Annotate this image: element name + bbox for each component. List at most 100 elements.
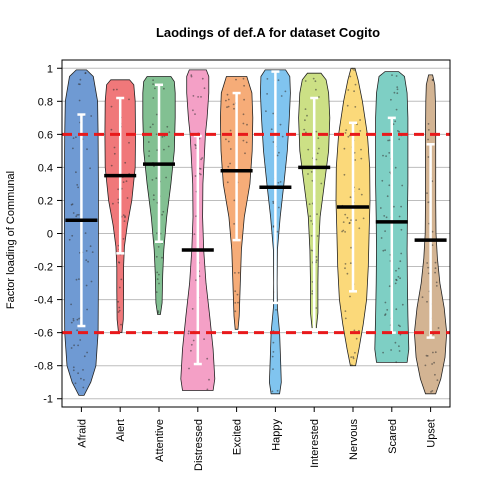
data-point bbox=[190, 349, 192, 352]
data-point bbox=[353, 329, 356, 332]
x-tick-label-alert: Alert bbox=[115, 419, 127, 442]
data-point bbox=[243, 98, 246, 101]
data-point bbox=[271, 355, 274, 358]
data-point bbox=[201, 77, 204, 80]
data-point bbox=[396, 86, 399, 88]
data-point bbox=[388, 139, 391, 142]
data-point bbox=[266, 93, 268, 95]
data-point bbox=[344, 267, 346, 270]
data-point bbox=[399, 333, 402, 336]
data-point bbox=[152, 194, 155, 197]
data-point bbox=[194, 113, 196, 115]
y-tick-label-4: -0.2 bbox=[34, 262, 53, 274]
data-point bbox=[148, 155, 150, 157]
data-point bbox=[122, 214, 125, 217]
reference-lines bbox=[62, 132, 450, 335]
data-point bbox=[344, 231, 346, 233]
y-tick-label-6: 0.2 bbox=[38, 195, 53, 207]
data-point bbox=[72, 369, 75, 372]
data-point bbox=[77, 186, 79, 189]
data-point bbox=[431, 390, 434, 392]
data-point bbox=[360, 157, 363, 160]
data-point bbox=[232, 103, 235, 106]
data-point bbox=[385, 216, 388, 219]
violin-alert bbox=[104, 79, 137, 333]
data-point bbox=[156, 278, 159, 280]
data-point bbox=[386, 195, 389, 198]
data-point bbox=[188, 367, 190, 370]
data-point bbox=[128, 98, 130, 101]
data-point bbox=[436, 379, 439, 382]
data-point bbox=[309, 215, 312, 218]
data-point bbox=[155, 113, 158, 116]
data-point bbox=[384, 301, 387, 304]
data-point bbox=[226, 106, 228, 109]
data-point bbox=[227, 165, 230, 168]
data-point bbox=[308, 203, 311, 206]
data-point bbox=[168, 131, 171, 134]
data-point bbox=[74, 382, 77, 385]
data-point bbox=[359, 130, 362, 132]
data-point bbox=[344, 317, 347, 320]
x-tick-label-attentive: Attentive bbox=[154, 419, 166, 462]
data-point bbox=[118, 306, 121, 309]
data-point bbox=[117, 188, 120, 191]
data-point bbox=[271, 390, 274, 393]
data-point bbox=[244, 152, 246, 155]
data-point bbox=[157, 311, 160, 314]
y-tick-label-1: -0.8 bbox=[34, 361, 53, 373]
data-point bbox=[73, 344, 75, 347]
data-point bbox=[354, 106, 357, 108]
data-point bbox=[344, 263, 347, 265]
data-point bbox=[394, 282, 397, 285]
data-point bbox=[278, 151, 280, 154]
data-point bbox=[350, 246, 352, 249]
data-point bbox=[355, 219, 357, 222]
data-point bbox=[200, 158, 203, 161]
data-point bbox=[307, 148, 310, 151]
data-point bbox=[157, 310, 160, 312]
data-point bbox=[315, 130, 318, 133]
data-point bbox=[83, 379, 85, 381]
data-point bbox=[401, 303, 404, 306]
data-point bbox=[70, 347, 73, 349]
data-point bbox=[425, 354, 428, 357]
data-point bbox=[165, 176, 168, 179]
data-point bbox=[350, 219, 352, 222]
violin-afraid bbox=[64, 69, 99, 396]
data-point bbox=[162, 210, 165, 213]
y-tick-label-10: 1 bbox=[47, 63, 53, 75]
data-point bbox=[229, 129, 232, 132]
data-point bbox=[272, 368, 274, 370]
violin-upset bbox=[413, 74, 448, 395]
data-point bbox=[72, 137, 75, 140]
data-point bbox=[434, 351, 437, 354]
data-point bbox=[318, 96, 320, 98]
data-point bbox=[316, 213, 318, 216]
data-point bbox=[86, 148, 88, 151]
data-point bbox=[384, 249, 386, 252]
data-point bbox=[388, 285, 391, 288]
data-point bbox=[397, 275, 400, 278]
data-point bbox=[304, 80, 307, 82]
data-point bbox=[199, 173, 202, 176]
data-point bbox=[246, 123, 248, 126]
data-point bbox=[85, 259, 88, 261]
data-point bbox=[320, 182, 323, 185]
data-point bbox=[151, 179, 154, 181]
data-point bbox=[152, 83, 155, 85]
x-tick-label-upset: Upset bbox=[426, 419, 438, 448]
data-point bbox=[84, 232, 87, 235]
data-point bbox=[275, 309, 277, 311]
data-point bbox=[341, 230, 343, 233]
data-point bbox=[84, 72, 87, 75]
data-point bbox=[272, 200, 275, 203]
violin-interested bbox=[298, 72, 331, 331]
data-point bbox=[195, 147, 197, 150]
data-point bbox=[395, 269, 397, 272]
data-point bbox=[226, 93, 229, 96]
data-point bbox=[346, 216, 349, 219]
data-point bbox=[110, 128, 113, 131]
data-point bbox=[266, 78, 269, 80]
